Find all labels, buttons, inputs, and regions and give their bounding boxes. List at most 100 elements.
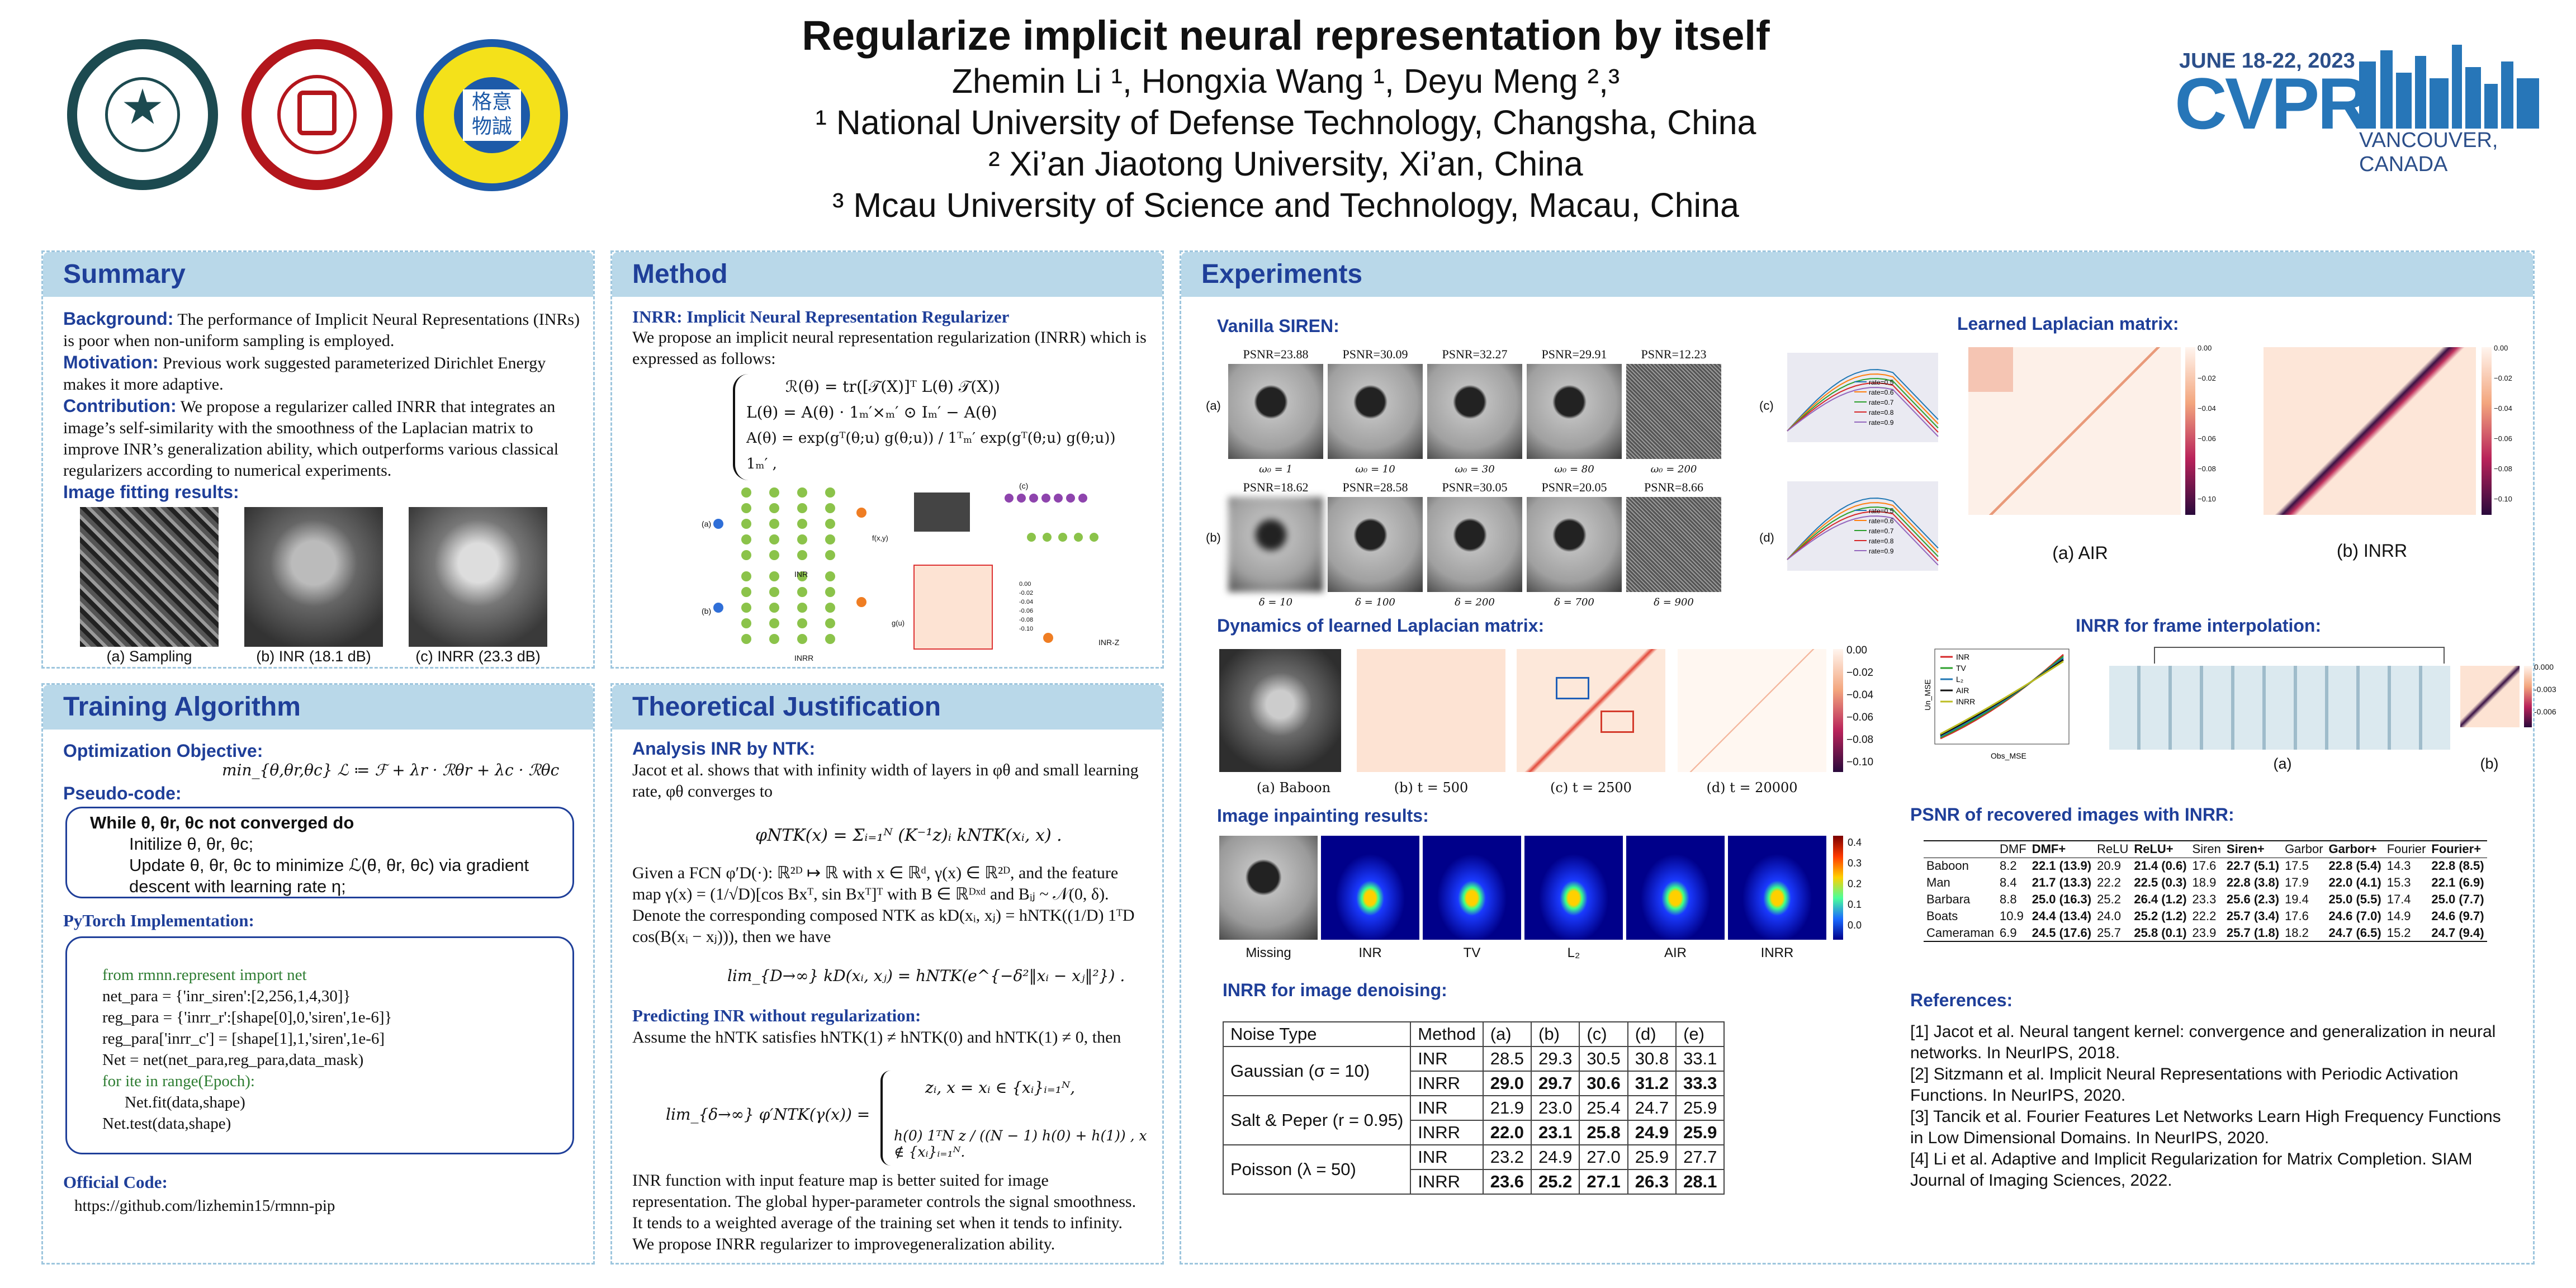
neuron-node — [797, 519, 807, 529]
table-header-cell: Fourier — [2386, 842, 2426, 856]
table-cell: 22.1 (6.9) — [2431, 875, 2484, 889]
colorbar-tick: -0.003 — [2534, 685, 2556, 694]
table-cell: 18.9 — [2192, 875, 2217, 889]
table-row: Cameraman 6.9 24.5 (17.6) 25.7 25.8 (0.1) 23.… — [1924, 925, 2487, 941]
diagram-label-inr: INR — [794, 570, 808, 579]
sampling-image — [80, 507, 219, 647]
table-cell: 17.5 — [2285, 859, 2309, 873]
inrz-node — [1078, 494, 1087, 503]
neuron-node — [769, 534, 779, 544]
input-node — [713, 603, 723, 613]
code-line-4: reg_para['inrr_c'] = [shape[1],1,'siren'… — [102, 1030, 385, 1048]
dynamics-caption: (a) Baboon — [1256, 780, 1331, 795]
siren-result-image — [1228, 497, 1323, 592]
table-cell: 15.2 — [2386, 925, 2411, 940]
table-header-cell: Siren — [2192, 842, 2221, 856]
inrz-output-node — [1043, 633, 1053, 643]
diagram-label-gu: g(u) — [892, 619, 905, 627]
row-label-c: (c) — [1759, 399, 1774, 413]
colorbar-tick: −0.02 — [2198, 374, 2216, 382]
neuron-node — [825, 534, 835, 544]
table-header-row: Noise Type Method (a) (b) (c) (d) (e) — [1222, 1021, 1725, 1047]
contribution-text: We propose a regularizer called INRR tha… — [63, 397, 559, 480]
neuron-node — [797, 587, 807, 597]
diagram-tick: -0.04 — [1019, 599, 1034, 605]
laplacian-air-heatmap — [1968, 347, 2181, 515]
xjtu-logo — [242, 39, 392, 190]
caption-laplacian-air: (a) AIR — [2052, 543, 2108, 563]
laplacian-label: Learned Laplacian matrix: — [1957, 314, 2179, 334]
method-cell: INRR — [1410, 1120, 1484, 1145]
theory-text-1: Jacot et al. shows that with infinity wi… — [632, 761, 1139, 801]
psnr-value: PSNR=18.62 — [1243, 480, 1309, 494]
pseudo-line-1: While θ, θr, θc not converged do — [90, 813, 354, 832]
inrz-node — [1005, 494, 1014, 503]
neuron-node — [797, 534, 807, 544]
ntk-label: Analysis INR by NTK: — [632, 738, 816, 759]
laplacian-air-colorbar — [2185, 347, 2195, 515]
neuron-node — [741, 634, 751, 644]
inrz-node — [1017, 494, 1026, 503]
chart-series-line — [1787, 373, 1939, 432]
neuron-node — [741, 587, 751, 597]
chart-plot-area — [1787, 353, 1938, 442]
value-cell: 22.0 — [1482, 1120, 1532, 1145]
y-axis-label: Un_MSE — [1924, 679, 1932, 711]
neuron-node — [741, 487, 751, 498]
caption-frame-a: (a) — [2273, 755, 2292, 772]
inpainting-image — [1626, 836, 1725, 940]
siren-chart-c: rate=0.5 rate=0.6 rate=0.7 rate=0.8 rate=0.9 — [1787, 353, 1939, 442]
conference-name: CVPR — [2175, 63, 2370, 144]
legend-entry: L₂ — [1956, 675, 1963, 684]
table-cell: 25.2 (1.2) — [2134, 909, 2187, 923]
inrz-node — [1043, 533, 1052, 542]
inpainting-colorbar — [1833, 836, 1843, 940]
inpainting-caption: L₂ — [1567, 945, 1580, 960]
value-cell: 25.4 — [1579, 1095, 1628, 1121]
caption-inrr: (c) INRR (23.3 dB) — [415, 648, 541, 665]
table-header-cell: ReLU — [2097, 842, 2129, 856]
poster-title: Regularize implicit neural representatio… — [802, 12, 1770, 59]
code-line-2: net_para = {'inr_siren':[2,256,1,4,30]} — [102, 987, 351, 1005]
value-cell: 27.1 — [1579, 1169, 1628, 1195]
table-header-cell: (e) — [1675, 1021, 1725, 1047]
dynamics-t20000 — [1678, 649, 1826, 772]
table-header-cell: (a) — [1482, 1021, 1532, 1047]
value-cell: 24.9 — [1627, 1120, 1677, 1145]
summary-text: Background: The performance of Implicit … — [63, 308, 583, 504]
table-cell: 25.7 (1.8) — [2226, 925, 2280, 940]
summary-heading: Summary — [43, 252, 593, 297]
caption-sampling: (a) Sampling — [106, 648, 192, 665]
chart-series-line — [1787, 498, 1939, 560]
siren-chart-d: rate=0.5 rate=0.6 rate=0.7 rate=0.8 rate=0.9 — [1787, 481, 1939, 571]
table-cell: 21.4 (0.6) — [2134, 859, 2187, 873]
inrr-label: INRR: Implicit Neural Representation Reg… — [632, 307, 1010, 326]
table-row: INRR 29.0 29.7 30.6 31.2 33.3 — [1223, 1071, 1725, 1096]
table-cell: 25.0 (5.5) — [2328, 892, 2381, 906]
table-cell: 22.8 (8.5) — [2431, 859, 2484, 873]
neuron-node — [825, 519, 835, 529]
siren-param-label: δ = 100 — [1355, 596, 1395, 608]
siren-param-label: δ = 700 — [1554, 596, 1594, 608]
diagram-label-inrz: INR-Z — [1098, 638, 1120, 647]
frame-mse-chart: INR TV L₂ AIR INRR Obs_MSE Un_MSE — [1924, 648, 2070, 760]
neuron-node — [825, 503, 835, 513]
table-cell: 8.4 — [2000, 875, 2017, 889]
table-cell: 14.9 — [2386, 909, 2411, 923]
chart-series-line — [1787, 506, 1939, 560]
table-row: INRR 23.6 25.2 27.1 26.3 28.1 — [1223, 1169, 1725, 1195]
table-header-cell: Method — [1410, 1021, 1484, 1047]
legend-entry: rate=0.7 — [1869, 527, 1894, 535]
value-cell: 27.0 — [1579, 1144, 1628, 1170]
table-row: Man 8.4 21.7 (13.3) 22.2 22.5 (0.3) 18.9 22.8 … — [1924, 874, 2487, 891]
table-cell: 24.0 — [2097, 909, 2121, 923]
code-line-7: Net.fit(data,shape) — [125, 1093, 245, 1111]
table-header-cell — [1924, 841, 1997, 858]
colorbar-tick: 0.00 — [2198, 344, 2212, 352]
colorbar-tick: −0.04 — [2494, 404, 2512, 413]
siren-result-image — [1527, 497, 1622, 592]
inpainting-colorbar-ticks: 0.4 0.3 0.2 0.1 0.0 — [1848, 832, 1862, 936]
github-link[interactable]: https://github.com/lizhemin15/rmnn-pip — [74, 1197, 335, 1215]
table-cell: 24.4 (13.4) — [2032, 909, 2092, 923]
legend-entry: INR — [1956, 652, 1969, 661]
